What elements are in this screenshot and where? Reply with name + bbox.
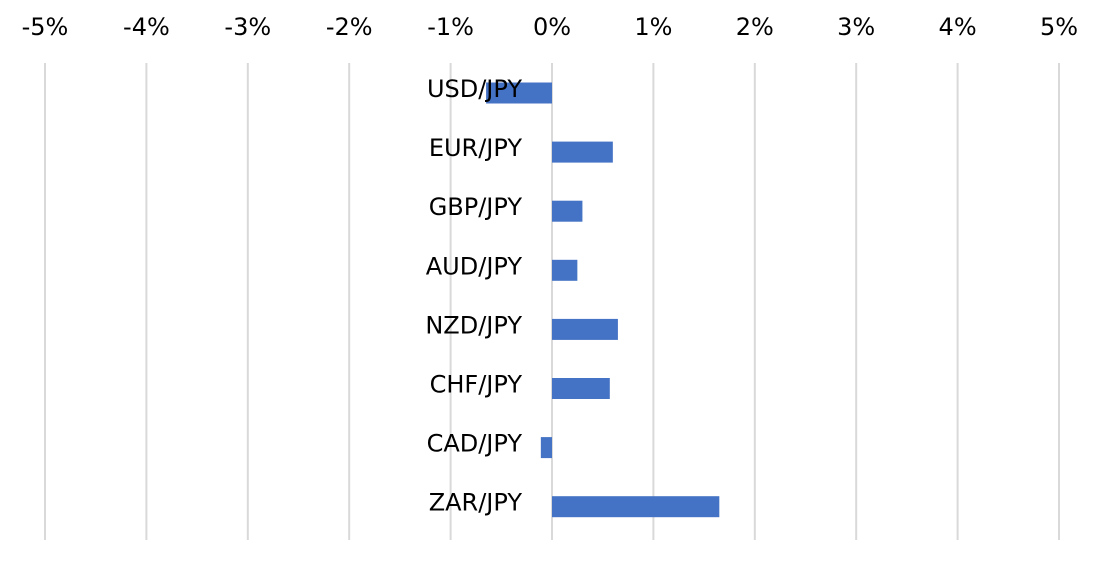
x-tick-label: -4% [123,13,170,41]
category-label: CHF/JPY [430,371,523,399]
category-label: AUD/JPY [426,252,523,280]
x-tick-label: -2% [326,13,373,41]
x-tick-label: 4% [939,13,977,41]
bar [552,200,583,222]
category-label: USD/JPY [427,75,522,103]
x-tick-label: 1% [634,13,672,41]
bar [552,378,610,399]
category-labels: USD/JPY EUR/JPY GBP/JPY AUD/JPY NZD/JPY CHF/J… [425,75,522,517]
category-label: GBP/JPY [429,193,523,221]
x-tick-labels: -5% -4% -3% -2% -1% 0% 1% 2% 3% 4% 5% [22,13,1078,41]
x-tick-label: -5% [22,13,69,41]
bar [552,318,618,340]
bar [552,141,613,163]
category-label: EUR/JPY [429,134,523,162]
x-tick-label: 0% [533,13,571,41]
x-tick-label: 5% [1040,13,1078,41]
gridlines [44,63,1060,540]
bars [486,82,720,518]
x-tick-label: -1% [427,13,474,41]
x-tick-label: 2% [736,13,774,41]
x-tick-label: 3% [837,13,875,41]
bar [552,259,578,281]
x-tick-label: -3% [224,13,271,41]
bar [486,82,552,104]
bar [540,437,552,459]
category-label: CAD/JPY [427,430,523,458]
category-label: NZD/JPY [425,311,522,339]
category-label: ZAR/JPY [429,489,523,517]
bar [552,496,720,518]
